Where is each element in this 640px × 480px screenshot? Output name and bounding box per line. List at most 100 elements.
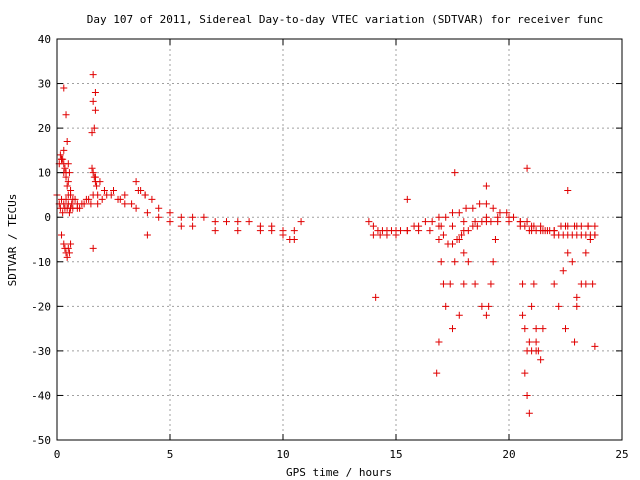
data-point <box>63 137 71 145</box>
data-point <box>297 218 305 226</box>
data-point <box>128 200 136 208</box>
data-point <box>435 222 443 230</box>
data-point <box>82 195 90 203</box>
data-point <box>435 236 443 243</box>
data-point <box>562 325 569 333</box>
data-point <box>100 186 108 194</box>
data-point <box>460 218 468 226</box>
data-point <box>573 222 581 230</box>
data-point <box>437 258 445 266</box>
data-point <box>460 280 468 288</box>
x-tick-label: 10 <box>276 448 289 461</box>
data-point <box>435 338 443 346</box>
data-point <box>525 409 533 417</box>
data-point <box>177 213 185 221</box>
data-point <box>537 356 545 364</box>
data-point <box>523 391 531 399</box>
data-point <box>89 71 97 79</box>
data-point <box>503 209 511 217</box>
x-tick-label: 0 <box>54 448 61 461</box>
data-point <box>439 231 447 239</box>
y-tick-label: -20 <box>31 300 51 313</box>
data-point <box>279 231 287 239</box>
data-point <box>88 129 96 137</box>
data-point <box>519 311 527 319</box>
data-point <box>449 209 456 217</box>
data-point <box>433 369 441 377</box>
data-point <box>290 236 298 243</box>
data-point <box>121 191 129 199</box>
y-tick-label: 10 <box>38 167 51 180</box>
data-point <box>546 227 554 235</box>
data-point <box>573 302 581 310</box>
data-point <box>94 200 102 208</box>
data-point <box>58 155 66 163</box>
data-point <box>532 325 540 333</box>
data-point <box>428 218 436 226</box>
data-point <box>564 249 572 257</box>
data-point <box>449 325 456 333</box>
data-point <box>523 164 531 172</box>
data-point <box>573 293 581 301</box>
data-point <box>148 195 156 203</box>
data-point <box>485 302 493 310</box>
data-point <box>62 111 70 119</box>
data-point <box>435 213 443 221</box>
data-point <box>88 164 96 172</box>
data-point <box>487 218 495 226</box>
data-point <box>550 280 558 288</box>
data-point <box>591 231 599 239</box>
data-point <box>94 191 102 199</box>
data-point <box>591 222 599 230</box>
y-tick-label: 20 <box>38 122 51 135</box>
data-point <box>532 338 540 346</box>
data-point <box>471 280 479 288</box>
data-point <box>446 280 454 288</box>
data-point <box>177 222 185 230</box>
data-point <box>290 227 298 235</box>
y-tick-label: 0 <box>44 211 51 224</box>
data-point <box>62 173 70 181</box>
data-point <box>415 227 423 235</box>
plot-frame <box>56 38 623 441</box>
y-tick-label: 30 <box>38 78 51 91</box>
data-point <box>63 253 71 261</box>
data-point <box>87 200 95 208</box>
x-tick-label: 20 <box>502 448 515 461</box>
data-point <box>478 302 486 310</box>
data-point <box>93 182 101 190</box>
data-point <box>460 249 468 257</box>
data-point <box>98 195 106 203</box>
data-point <box>591 342 599 350</box>
data-point <box>489 204 497 212</box>
data-point <box>521 222 529 230</box>
data-point <box>189 222 197 230</box>
data-point <box>143 231 151 239</box>
data-point <box>442 302 450 310</box>
data-point <box>67 240 75 248</box>
data-point <box>137 186 145 194</box>
data-point <box>523 218 531 226</box>
data-point <box>64 160 72 168</box>
data-point <box>132 204 140 212</box>
data-point <box>114 195 122 203</box>
data-point <box>65 169 73 177</box>
data-point <box>482 182 490 190</box>
data-point <box>469 204 477 212</box>
data-point <box>589 280 597 288</box>
data-point <box>442 213 450 221</box>
data-point <box>476 200 484 208</box>
data-point <box>482 311 490 319</box>
y-tick-label: -30 <box>31 345 51 358</box>
x-tick-label: 15 <box>389 448 402 461</box>
data-point <box>67 191 75 199</box>
data-point <box>61 164 69 172</box>
data-point <box>200 213 208 221</box>
data-point <box>582 249 590 257</box>
data-point <box>397 227 405 235</box>
data-point <box>89 97 97 105</box>
data-point <box>69 195 77 203</box>
data-point <box>89 244 97 252</box>
